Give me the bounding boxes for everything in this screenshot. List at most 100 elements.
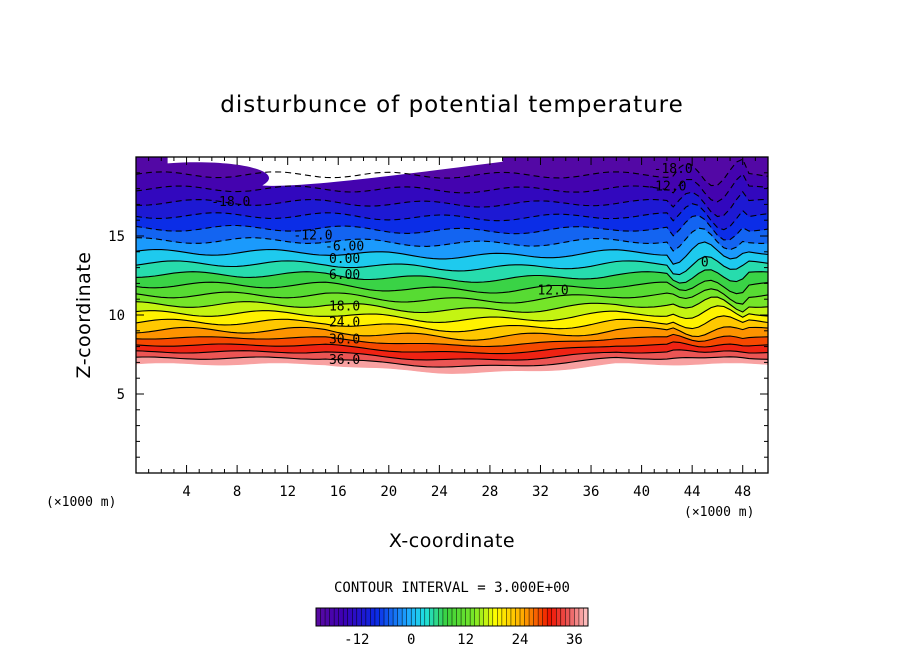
x-tick-label: 28	[481, 484, 498, 500]
colorbar-cell	[447, 608, 453, 626]
colorbar-cell	[384, 608, 389, 626]
colorbar-cell	[574, 608, 580, 626]
contour-line	[136, 288, 768, 305]
contour-line	[136, 241, 768, 265]
contour-line	[136, 333, 768, 348]
contour-label: -12.0	[293, 228, 332, 243]
colorbar-cell	[329, 608, 335, 626]
colorbar-tick-labels: -12 0 12 24 36	[344, 632, 583, 648]
contour-label: 36.0	[329, 353, 360, 368]
contour-line	[136, 356, 768, 368]
colorbar-cell	[510, 608, 516, 626]
colorbar-cell	[429, 608, 435, 626]
x-tick-label: 44	[684, 484, 701, 500]
colorbar-cell	[442, 608, 448, 626]
colorbar-cell	[483, 608, 489, 626]
contour-line	[136, 203, 768, 231]
colorbar-cell	[370, 608, 376, 626]
colorbar-cell	[365, 608, 371, 626]
colorbar-cell	[565, 608, 571, 626]
contour-lines	[136, 158, 768, 368]
colorbar-cell	[470, 608, 475, 626]
contour-labels: -18.0-12.0-18.0-12.0-6.000.006.0012.018.…	[211, 162, 708, 368]
contour-line	[136, 326, 768, 341]
colorbar-cell	[492, 608, 498, 626]
colorbar-cell	[569, 608, 575, 626]
colorbar-tick-label: 24	[512, 632, 529, 648]
colorbar-cell	[556, 608, 562, 626]
colorbar-cell	[479, 608, 485, 626]
x-tick-label: 8	[233, 484, 241, 500]
x-tick-label: 20	[380, 484, 397, 500]
colorbar-cell	[542, 608, 548, 626]
x-tick-label: 12	[279, 484, 296, 500]
contour-label: -6.00	[325, 240, 364, 255]
colorbar-cell	[379, 608, 385, 626]
colorbar-cell	[501, 608, 507, 626]
contour-line	[136, 315, 768, 333]
colorbar-cell	[356, 608, 362, 626]
colorbar-cell	[325, 608, 330, 626]
colorbar-cell	[393, 608, 398, 626]
y-tick-label: 10	[108, 308, 125, 324]
colorbar-cell	[520, 608, 525, 626]
colorbar-cell	[456, 608, 462, 626]
colorbar-tick-label: 36	[566, 632, 583, 648]
x-tick-label: 16	[330, 484, 347, 500]
axis-ticks	[136, 157, 768, 473]
colorbar-cell	[515, 608, 521, 626]
colorbar-cell	[343, 608, 349, 626]
colorbar-tick-label: 12	[457, 632, 474, 648]
contour-label: 0	[701, 255, 709, 270]
colorbar-cell	[533, 608, 539, 626]
x-tick-label: 32	[532, 484, 549, 500]
contour-line	[136, 214, 768, 241]
colorbar-cell	[334, 608, 339, 626]
contour-label: 12.0	[537, 284, 568, 299]
colorbar-cell	[374, 608, 380, 626]
colorbar-cell	[415, 608, 421, 626]
x-tick-label: 40	[633, 484, 650, 500]
contour-line	[136, 305, 768, 323]
missing-data-region	[167, 157, 503, 186]
colorbar-cell	[424, 608, 430, 626]
colorbar-cell	[547, 608, 553, 626]
contour-line	[136, 296, 768, 314]
x-tick-label: 48	[734, 484, 751, 500]
contour-line	[136, 269, 768, 284]
colorbar-cell	[338, 608, 344, 626]
colorbar-cell	[538, 608, 543, 626]
colorbar-cell	[551, 608, 557, 626]
contour-line	[136, 349, 768, 361]
colorbar-tick-label: 0	[407, 632, 415, 648]
contour-label: -18.0	[211, 195, 250, 210]
colorbar-cell	[583, 608, 589, 626]
contour-label: 30.0	[329, 333, 360, 348]
colorbar-cell	[433, 608, 439, 626]
contour-line	[136, 158, 768, 187]
colorbar-cell	[352, 608, 358, 626]
y-tick-label: 5	[117, 387, 125, 403]
contour-interval-label: CONTOUR INTERVAL = 3.000E+00	[334, 580, 570, 596]
contour-line	[136, 341, 768, 355]
colorbar-cell	[465, 608, 471, 626]
contour-label: 24.0	[329, 315, 360, 330]
colorbar-cell	[578, 608, 584, 626]
contour-label: 0.00	[329, 252, 360, 267]
y-tick-labels: 5 10 15	[108, 229, 125, 403]
colorbar-cell	[402, 608, 407, 626]
colorbar-cell	[461, 608, 466, 626]
x-unit-label: (×1000 m)	[684, 505, 754, 520]
colorbar-frame	[315, 607, 589, 627]
colorbar-cell	[529, 608, 534, 626]
x-axis-label: X-coordinate	[389, 530, 515, 552]
contour-line	[136, 279, 768, 295]
colorbar-cell	[560, 608, 566, 626]
colorbar-tick-label: -12	[344, 632, 369, 648]
contour-label: 18.0	[329, 300, 360, 315]
colorbar-cell	[347, 608, 353, 626]
x-tick-label: 24	[431, 484, 448, 500]
colorbar-cell	[320, 608, 326, 626]
x-tick-label: 36	[583, 484, 600, 500]
